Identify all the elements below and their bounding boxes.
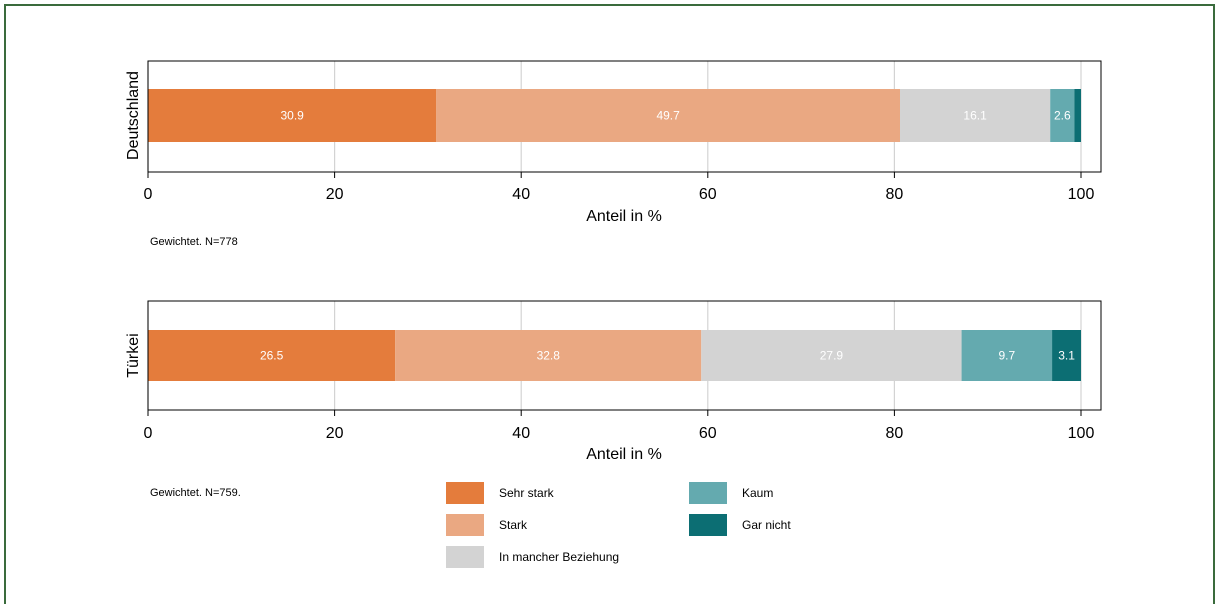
x-tick-label: 100 — [1068, 425, 1095, 442]
chart-panel-1: 30.9 49.7 16.1 2.6 0 20 40 60 80 100 Anteil in % De… — [125, 60, 1102, 248]
x-tick-label: 40 — [512, 186, 530, 203]
bar-segment-in-mancher-beziehung — [899, 89, 1051, 142]
x-tick-label: 20 — [326, 425, 344, 442]
x-tick-label: 100 — [1068, 186, 1095, 203]
data-label: 2.6 — [1054, 109, 1071, 123]
x-tick-label: 60 — [699, 425, 717, 442]
chart-panel-2: 26.5 32.8 27.9 9.7 3.1 0 20 40 60 80 100 Anteil in … — [125, 300, 1102, 499]
figure-frame — [4, 4, 1215, 604]
legend-swatch — [446, 482, 484, 504]
bar-segment-kaum — [1050, 89, 1075, 142]
legend-item: Stark — [446, 514, 528, 536]
legend-label: Gar nicht — [742, 518, 791, 532]
x-tick-label: 0 — [144, 186, 153, 203]
legend: Sehr stark Stark In mancher Beziehung Kaum G… — [446, 482, 791, 568]
data-label: 49.7 — [656, 109, 680, 123]
x-tick-label: 60 — [699, 186, 717, 203]
bar-segment-gar-nicht — [1074, 89, 1081, 142]
legend-swatch — [689, 482, 727, 504]
chart-note: Gewichtet. N=778 — [150, 236, 238, 248]
bar-segment-in-mancher-beziehung — [701, 330, 962, 381]
bar-segment-gar-nicht — [1052, 330, 1081, 381]
bar-segment-sehr-stark — [148, 89, 437, 142]
data-label: 9.7 — [998, 349, 1015, 363]
plot-frame — [147, 60, 1102, 173]
data-label: 32.8 — [537, 349, 561, 363]
legend-label: In mancher Beziehung — [499, 550, 619, 564]
legend-label: Stark — [499, 518, 528, 532]
plot-frame — [147, 300, 1102, 411]
bar-segment-kaum — [961, 330, 1053, 381]
data-label: 26.5 — [260, 349, 284, 363]
legend-label: Kaum — [742, 486, 773, 500]
legend-label: Sehr stark — [499, 486, 555, 500]
y-axis-label: Deutschland — [125, 71, 142, 160]
legend-item: Kaum — [689, 482, 773, 504]
legend-item: In mancher Beziehung — [446, 546, 619, 568]
bar-segment-stark — [436, 89, 900, 142]
x-tick-label: 0 — [144, 425, 153, 442]
legend-swatch — [446, 546, 484, 568]
bar-segment-stark — [395, 330, 702, 381]
x-tick-label: 40 — [512, 425, 530, 442]
data-label: 27.9 — [820, 349, 844, 363]
bar-segment-sehr-stark — [148, 330, 396, 381]
data-label: 3.1 — [1058, 349, 1075, 363]
legend-item: Sehr stark — [446, 482, 555, 504]
data-label: 16.1 — [963, 109, 987, 123]
legend-swatch — [446, 514, 484, 536]
x-tick-label: 80 — [886, 186, 904, 203]
chart-note: Gewichtet. N=759. — [150, 487, 241, 499]
x-tick-label: 80 — [886, 425, 904, 442]
x-axis-label: Anteil in % — [586, 446, 662, 463]
legend-swatch — [689, 514, 727, 536]
x-axis-label: Anteil in % — [586, 208, 662, 225]
legend-item: Gar nicht — [689, 514, 791, 536]
data-label: 30.9 — [280, 109, 304, 123]
y-axis-label: Türkei — [125, 333, 142, 377]
x-tick-label: 20 — [326, 186, 344, 203]
